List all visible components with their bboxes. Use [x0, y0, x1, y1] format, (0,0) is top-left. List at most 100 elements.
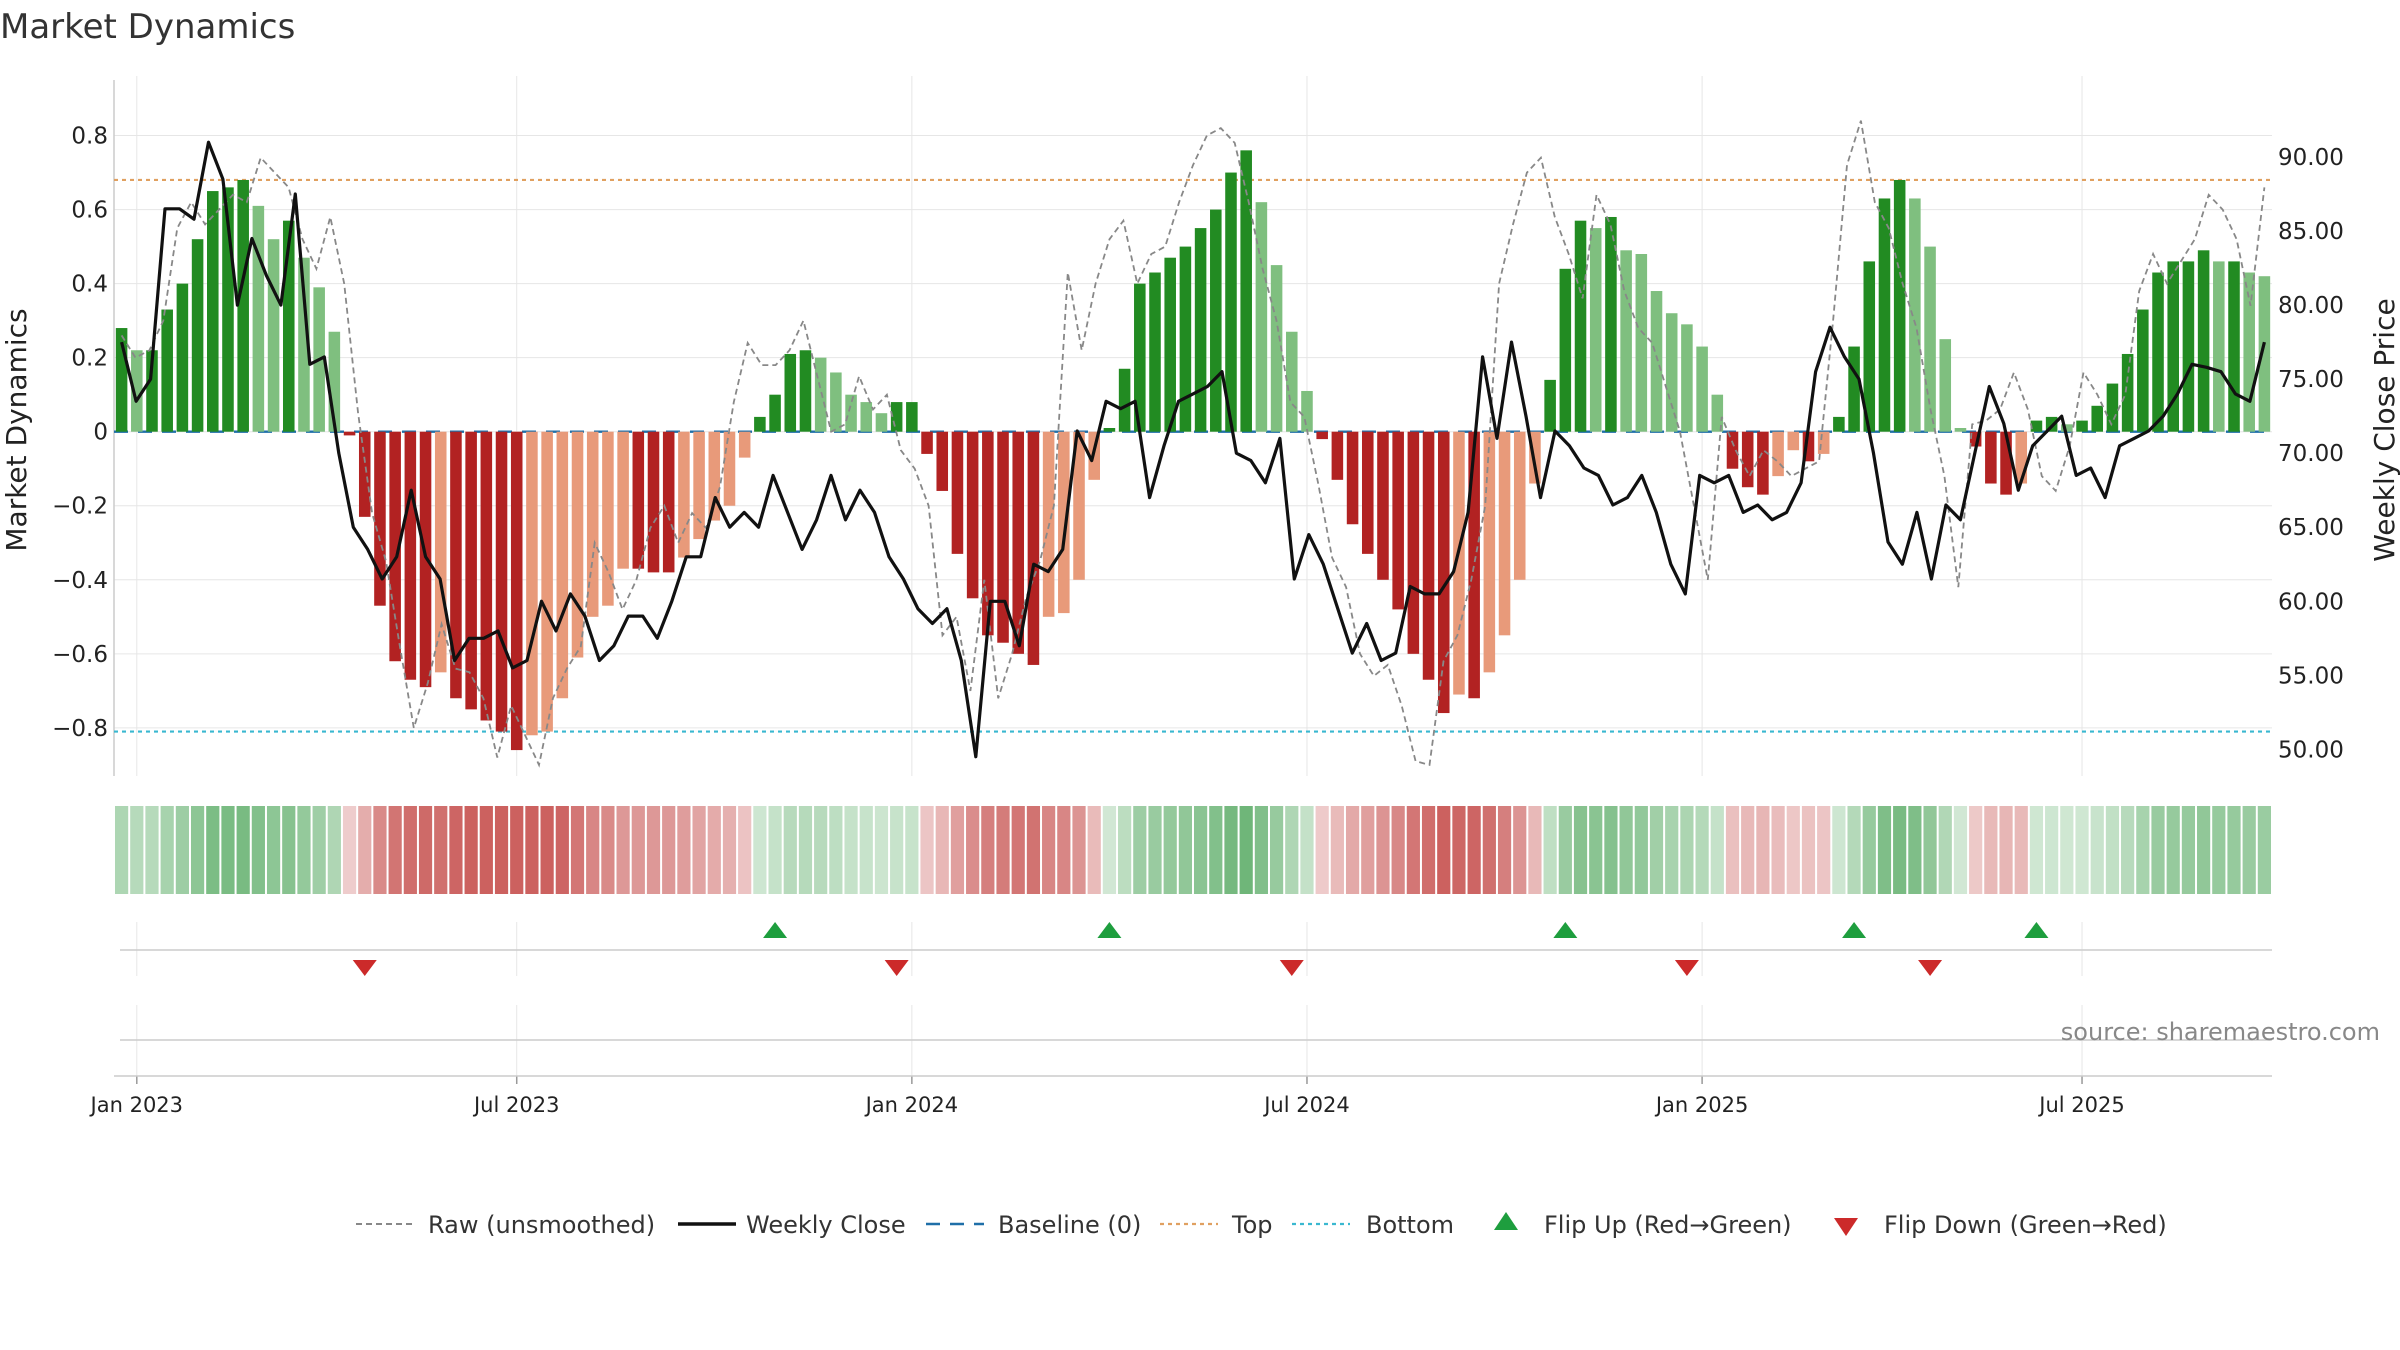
dynamics-bar [997, 431, 1009, 643]
dynamics-bar [2228, 261, 2240, 432]
regime-cell [2075, 806, 2089, 894]
dynamics-bar [814, 357, 827, 432]
dynamics-bar [1939, 339, 1952, 432]
y-tick-label-right: 60.00 [2278, 589, 2344, 615]
y-axis-right-ticks: 50.00 55.00 60.00 65.00 70.00 75.00 80.00 85.00… [2278, 145, 2344, 763]
dynamics-bar [2091, 405, 2104, 432]
dynamics-bar [1377, 431, 1389, 580]
regime-cell [1011, 806, 1025, 894]
regime-cell [1513, 806, 1527, 894]
regime-cell [449, 806, 463, 894]
dynamics-bar [1392, 431, 1404, 610]
dynamics-bar [2152, 272, 2164, 432]
legend-label: Raw (unsmoothed) [428, 1211, 655, 1239]
flip-up-marker [1553, 922, 1578, 938]
dynamics-bar [1483, 431, 1496, 673]
regime-cell [206, 806, 220, 894]
regime-cell [1893, 806, 1907, 894]
regime-cell [1741, 806, 1755, 894]
regime-cell [1224, 806, 1238, 894]
regime-cell [1148, 806, 1162, 894]
dynamics-bar [1118, 368, 1131, 432]
dynamics-bar [1498, 431, 1511, 636]
y-tick-label-left: −0.8 [52, 716, 108, 742]
regime-cell [616, 806, 630, 894]
regime-cell [1118, 806, 1132, 894]
dynamics-bar [860, 402, 873, 432]
regime-cell [631, 806, 645, 894]
y-tick-label-right: 55.00 [2278, 663, 2344, 689]
regime-cell [798, 806, 813, 894]
dynamics-bar [2030, 420, 2043, 432]
dynamics-bar [556, 431, 569, 699]
regime-cell [2242, 806, 2256, 894]
dynamics-bar [450, 431, 462, 699]
dynamics-bar [1985, 431, 1997, 484]
regime-cell [1938, 806, 1952, 894]
dynamics-bar [723, 431, 736, 506]
regime-cell [1497, 806, 1512, 894]
chart-legend: Raw (unsmoothed) Weekly Close Baseline (0)… [356, 1211, 2167, 1239]
regime-cell [2181, 806, 2196, 894]
regime-cell [1102, 806, 1117, 894]
regime-cell [418, 806, 433, 894]
y-axis-right-label: Weekly Close Price [2368, 298, 2400, 561]
dynamics-bar [662, 431, 675, 573]
dynamics-bar [1605, 216, 1617, 432]
regime-cell [1178, 806, 1192, 894]
regime-cell [1984, 806, 1998, 894]
dynamics-bar [495, 431, 508, 732]
regime-cell [844, 806, 858, 894]
dynamics-bar [1893, 179, 1906, 432]
regime-cell [1452, 806, 1466, 894]
dynamics-bars [115, 150, 2271, 751]
dynamics-bar [2137, 309, 2149, 432]
dynamics-bar [1574, 220, 1587, 432]
regime-cell [829, 806, 843, 894]
regime-cell [1710, 806, 1724, 894]
regime-cell [1391, 806, 1405, 894]
chart-title: Market Dynamics [0, 7, 295, 47]
dynamics-bar [678, 431, 690, 558]
regime-cell [1877, 806, 1892, 894]
x-tick-label: Jul 2025 [2037, 1093, 2124, 1117]
regime-cell [1573, 806, 1588, 894]
regime-cell [297, 806, 311, 894]
dynamics-bar [738, 431, 751, 458]
x-tick-label: Jan 2023 [89, 1093, 184, 1117]
flip-down-marker [1674, 960, 1699, 976]
regime-cell [890, 806, 904, 894]
regime-cell [874, 806, 889, 894]
dynamics-bar [647, 431, 660, 573]
weekly-close-line [120, 140, 2266, 759]
regime-cell [1376, 806, 1390, 894]
dynamics-bar [1544, 379, 1556, 432]
regime-cell [1817, 806, 1831, 894]
regime-cell [905, 806, 919, 894]
dynamics-bar [1848, 346, 1860, 432]
regime-cell [358, 806, 372, 894]
dynamics-bar [1164, 257, 1176, 432]
regime-cell [981, 806, 995, 894]
legend-swatch-flip-down [1834, 1218, 1858, 1236]
dynamics-bar [207, 191, 219, 432]
y-tick-label-right: 75.00 [2278, 367, 2344, 393]
dynamics-bar [1422, 431, 1435, 680]
dynamics-bar [2258, 276, 2271, 432]
regime-cell [1695, 806, 1709, 894]
dynamics-bar [434, 431, 447, 673]
regime-cell [1832, 806, 1846, 894]
dynamics-bar [936, 431, 949, 491]
dynamics-bar [374, 431, 386, 606]
regime-cell [115, 806, 129, 894]
legend-label: Flip Up (Red→Green) [1544, 1211, 1792, 1239]
regime-cell [327, 806, 341, 894]
regime-cell [1345, 806, 1360, 894]
regime-cell [1528, 806, 1542, 894]
y-tick-label-left: 0.6 [71, 198, 108, 224]
regime-cell [1087, 806, 1101, 894]
dynamics-bar [1559, 268, 1572, 432]
dynamics-bar [1924, 246, 1936, 432]
dynamics-bar [1787, 431, 1800, 451]
dynamics-bar [1696, 346, 1708, 432]
